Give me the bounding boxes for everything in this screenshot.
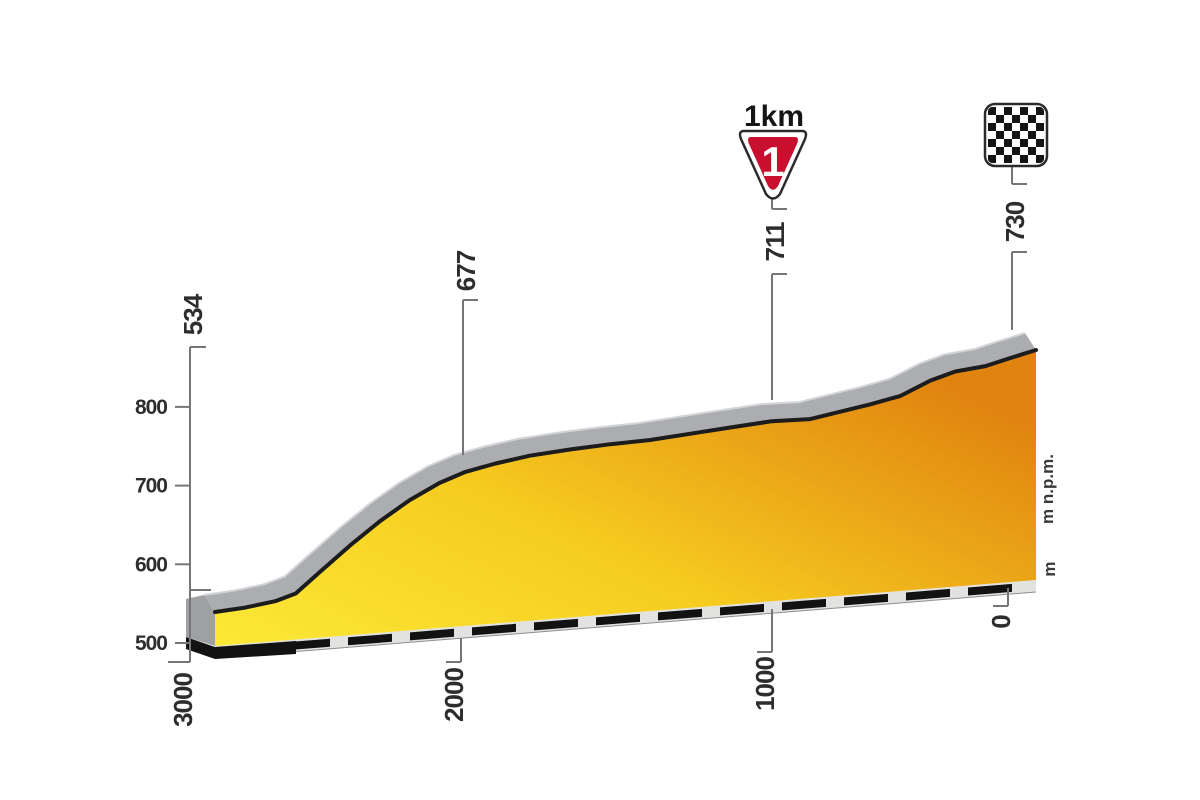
- x-axis-tick-label: 0: [986, 615, 1016, 629]
- finish-flag-checker-cell: [988, 155, 996, 163]
- base-ribbon-dash: [720, 603, 764, 616]
- base-front-wedge: [186, 637, 296, 659]
- finish-flag-checker-cell: [1020, 123, 1028, 131]
- profile-face: [215, 350, 1036, 646]
- finish-flag-checker-cell: [988, 123, 996, 131]
- base-ribbon-dash: [534, 618, 578, 631]
- flamme-rouge-marker: 1km 1: [738, 100, 808, 200]
- profile-left-cap: [186, 595, 215, 646]
- finish-flag-checker-cell: [1012, 115, 1020, 123]
- finish-flag-checker-cell: [1028, 131, 1036, 139]
- profile-outline: [213, 348, 1038, 614]
- finish-flag-checker-cell: [1004, 155, 1012, 163]
- base-ribbon-dash: [286, 638, 330, 651]
- callout-elevation-label: 534: [178, 293, 208, 335]
- flamme-rouge-triangle-red: [748, 137, 798, 190]
- base-ribbon-dash: [658, 608, 702, 621]
- finish-flag-checker-cell: [1004, 107, 1012, 115]
- profile-surface-highlight: [203, 332, 1026, 596]
- finish-flag-checker-cell: [1004, 139, 1012, 147]
- profile-surface-band: [204, 333, 1036, 612]
- base-ribbon-dash: [782, 598, 826, 611]
- flamme-rouge-distance-label: 1km: [744, 100, 804, 133]
- finish-flag-checker-cell: [1012, 147, 1020, 155]
- base-ribbon-dash: [348, 633, 392, 646]
- finish-flag-checker-cell: [1036, 139, 1044, 147]
- distance-unit-label: m: [1040, 561, 1059, 576]
- finish-flag-checker-cell: [996, 115, 1004, 123]
- finish-flag-checker-cell: [1012, 131, 1020, 139]
- base-ribbon-dash: [596, 613, 640, 626]
- finish-flag-checker-cell: [988, 107, 996, 115]
- finish-flag-checker-cell: [1004, 123, 1012, 131]
- finish-flag-checker-cell: [1020, 107, 1028, 115]
- y-axis-tick-label: 600: [135, 553, 167, 576]
- y-axis-tick-label: 700: [135, 475, 167, 498]
- finish-flag-checker-cell: [1020, 155, 1028, 163]
- finish-flag-checker-cell: [996, 131, 1004, 139]
- finish-flag-checker-cell: [1028, 115, 1036, 123]
- y-axis-tick-label: 800: [135, 396, 167, 419]
- base-ribbon-edge: [214, 591, 1037, 659]
- finish-flag-checker-cell: [996, 147, 1004, 155]
- base-ribbon-dash: [410, 628, 454, 641]
- finish-flag-marker: [983, 102, 1049, 168]
- finish-flag-checker-cell: [1020, 139, 1028, 147]
- base-ribbon-dash: [968, 583, 1012, 596]
- flamme-rouge-number: 1: [761, 138, 784, 185]
- finish-flag-checker-cell: [1036, 107, 1044, 115]
- callout-elevation-label: 677: [451, 250, 481, 291]
- finish-flag-checker-cell: [988, 139, 996, 147]
- x-axis-tick-label: 2000: [439, 668, 469, 722]
- y-axis-tick-label: 500: [135, 632, 167, 655]
- base-ribbon-dash: [844, 593, 888, 606]
- finish-flag-checker-cell: [1028, 147, 1036, 155]
- finish-flag-checker: [988, 107, 1044, 163]
- callout-elevation-label: 730: [1000, 201, 1030, 242]
- callout-elevation-label: 711: [760, 222, 790, 261]
- finish-flag-checker-cell: [1036, 123, 1044, 131]
- base-ribbon-dash: [906, 588, 950, 601]
- x-axis-tick-label: 3000: [168, 673, 198, 727]
- x-axis-tick-label: 1000: [750, 657, 780, 711]
- finish-flag-checker-cell: [1036, 155, 1044, 163]
- base-ribbon-dash: [472, 623, 516, 636]
- elevation-unit-label: m n.p.m.: [1038, 454, 1057, 524]
